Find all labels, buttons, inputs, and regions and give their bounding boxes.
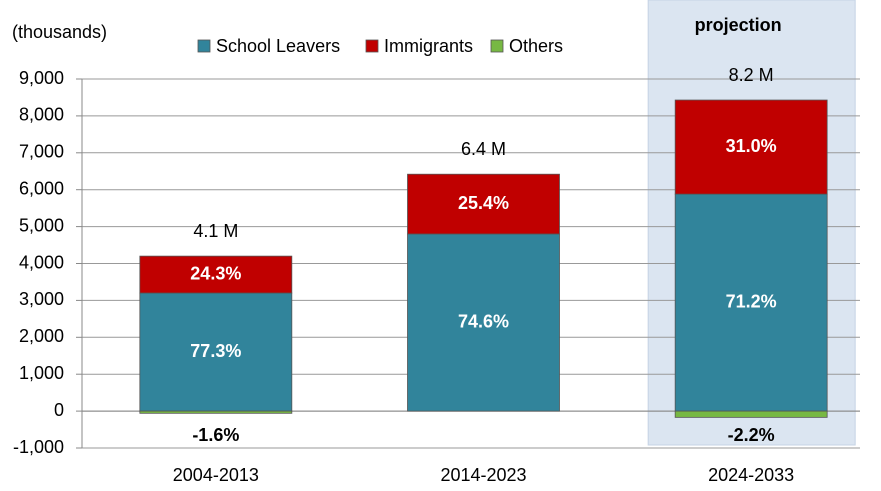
y-axis-label: (thousands) xyxy=(12,22,107,42)
share-label: 24.3% xyxy=(190,263,241,283)
y-tick-label: 4,000 xyxy=(19,252,64,272)
x-tick-label: 2024-2033 xyxy=(708,465,794,485)
x-tick-label: 2014-2023 xyxy=(440,465,526,485)
y-tick-label: 7,000 xyxy=(19,142,64,162)
bar-segment xyxy=(674,99,828,195)
legend-swatch xyxy=(490,39,504,53)
total-label: 8.2 M xyxy=(729,65,774,85)
share-label: 31.0% xyxy=(726,136,777,156)
legend-swatch xyxy=(365,39,379,53)
share-label: -1.6% xyxy=(192,425,239,445)
bar-segment xyxy=(407,173,560,235)
legend-label: School Leavers xyxy=(216,36,340,56)
bar-segment xyxy=(139,410,293,414)
legend-swatch xyxy=(197,39,211,53)
y-tick-label: 3,000 xyxy=(19,289,64,309)
y-tick-label: 2,000 xyxy=(19,326,64,346)
y-tick-label: 9,000 xyxy=(19,68,64,88)
y-tick-label: 1,000 xyxy=(19,363,64,383)
y-tick-label: 5,000 xyxy=(19,215,64,235)
x-tick-label: 2004-2013 xyxy=(173,465,259,485)
legend-label: Immigrants xyxy=(384,36,473,56)
total-label: 6.4 M xyxy=(461,139,506,159)
y-tick-label: 6,000 xyxy=(19,178,64,198)
bar-segment xyxy=(674,193,828,412)
share-label: 71.2% xyxy=(726,291,777,311)
share-label: 77.3% xyxy=(190,341,241,361)
bar-segment xyxy=(407,233,560,412)
share-label: 74.6% xyxy=(458,311,509,331)
bar-segment xyxy=(139,292,293,412)
y-tick-label: 8,000 xyxy=(19,105,64,125)
total-label: 4.1 M xyxy=(193,221,238,241)
projection-label: projection xyxy=(695,15,782,35)
bar-segment xyxy=(674,410,828,418)
share-label: 25.4% xyxy=(458,193,509,213)
y-tick-label: 0 xyxy=(54,400,64,420)
legend-label: Others xyxy=(509,36,563,56)
share-label: -2.2% xyxy=(728,425,775,445)
bar-segment xyxy=(139,255,293,294)
y-tick-label: -1,000 xyxy=(13,437,64,457)
